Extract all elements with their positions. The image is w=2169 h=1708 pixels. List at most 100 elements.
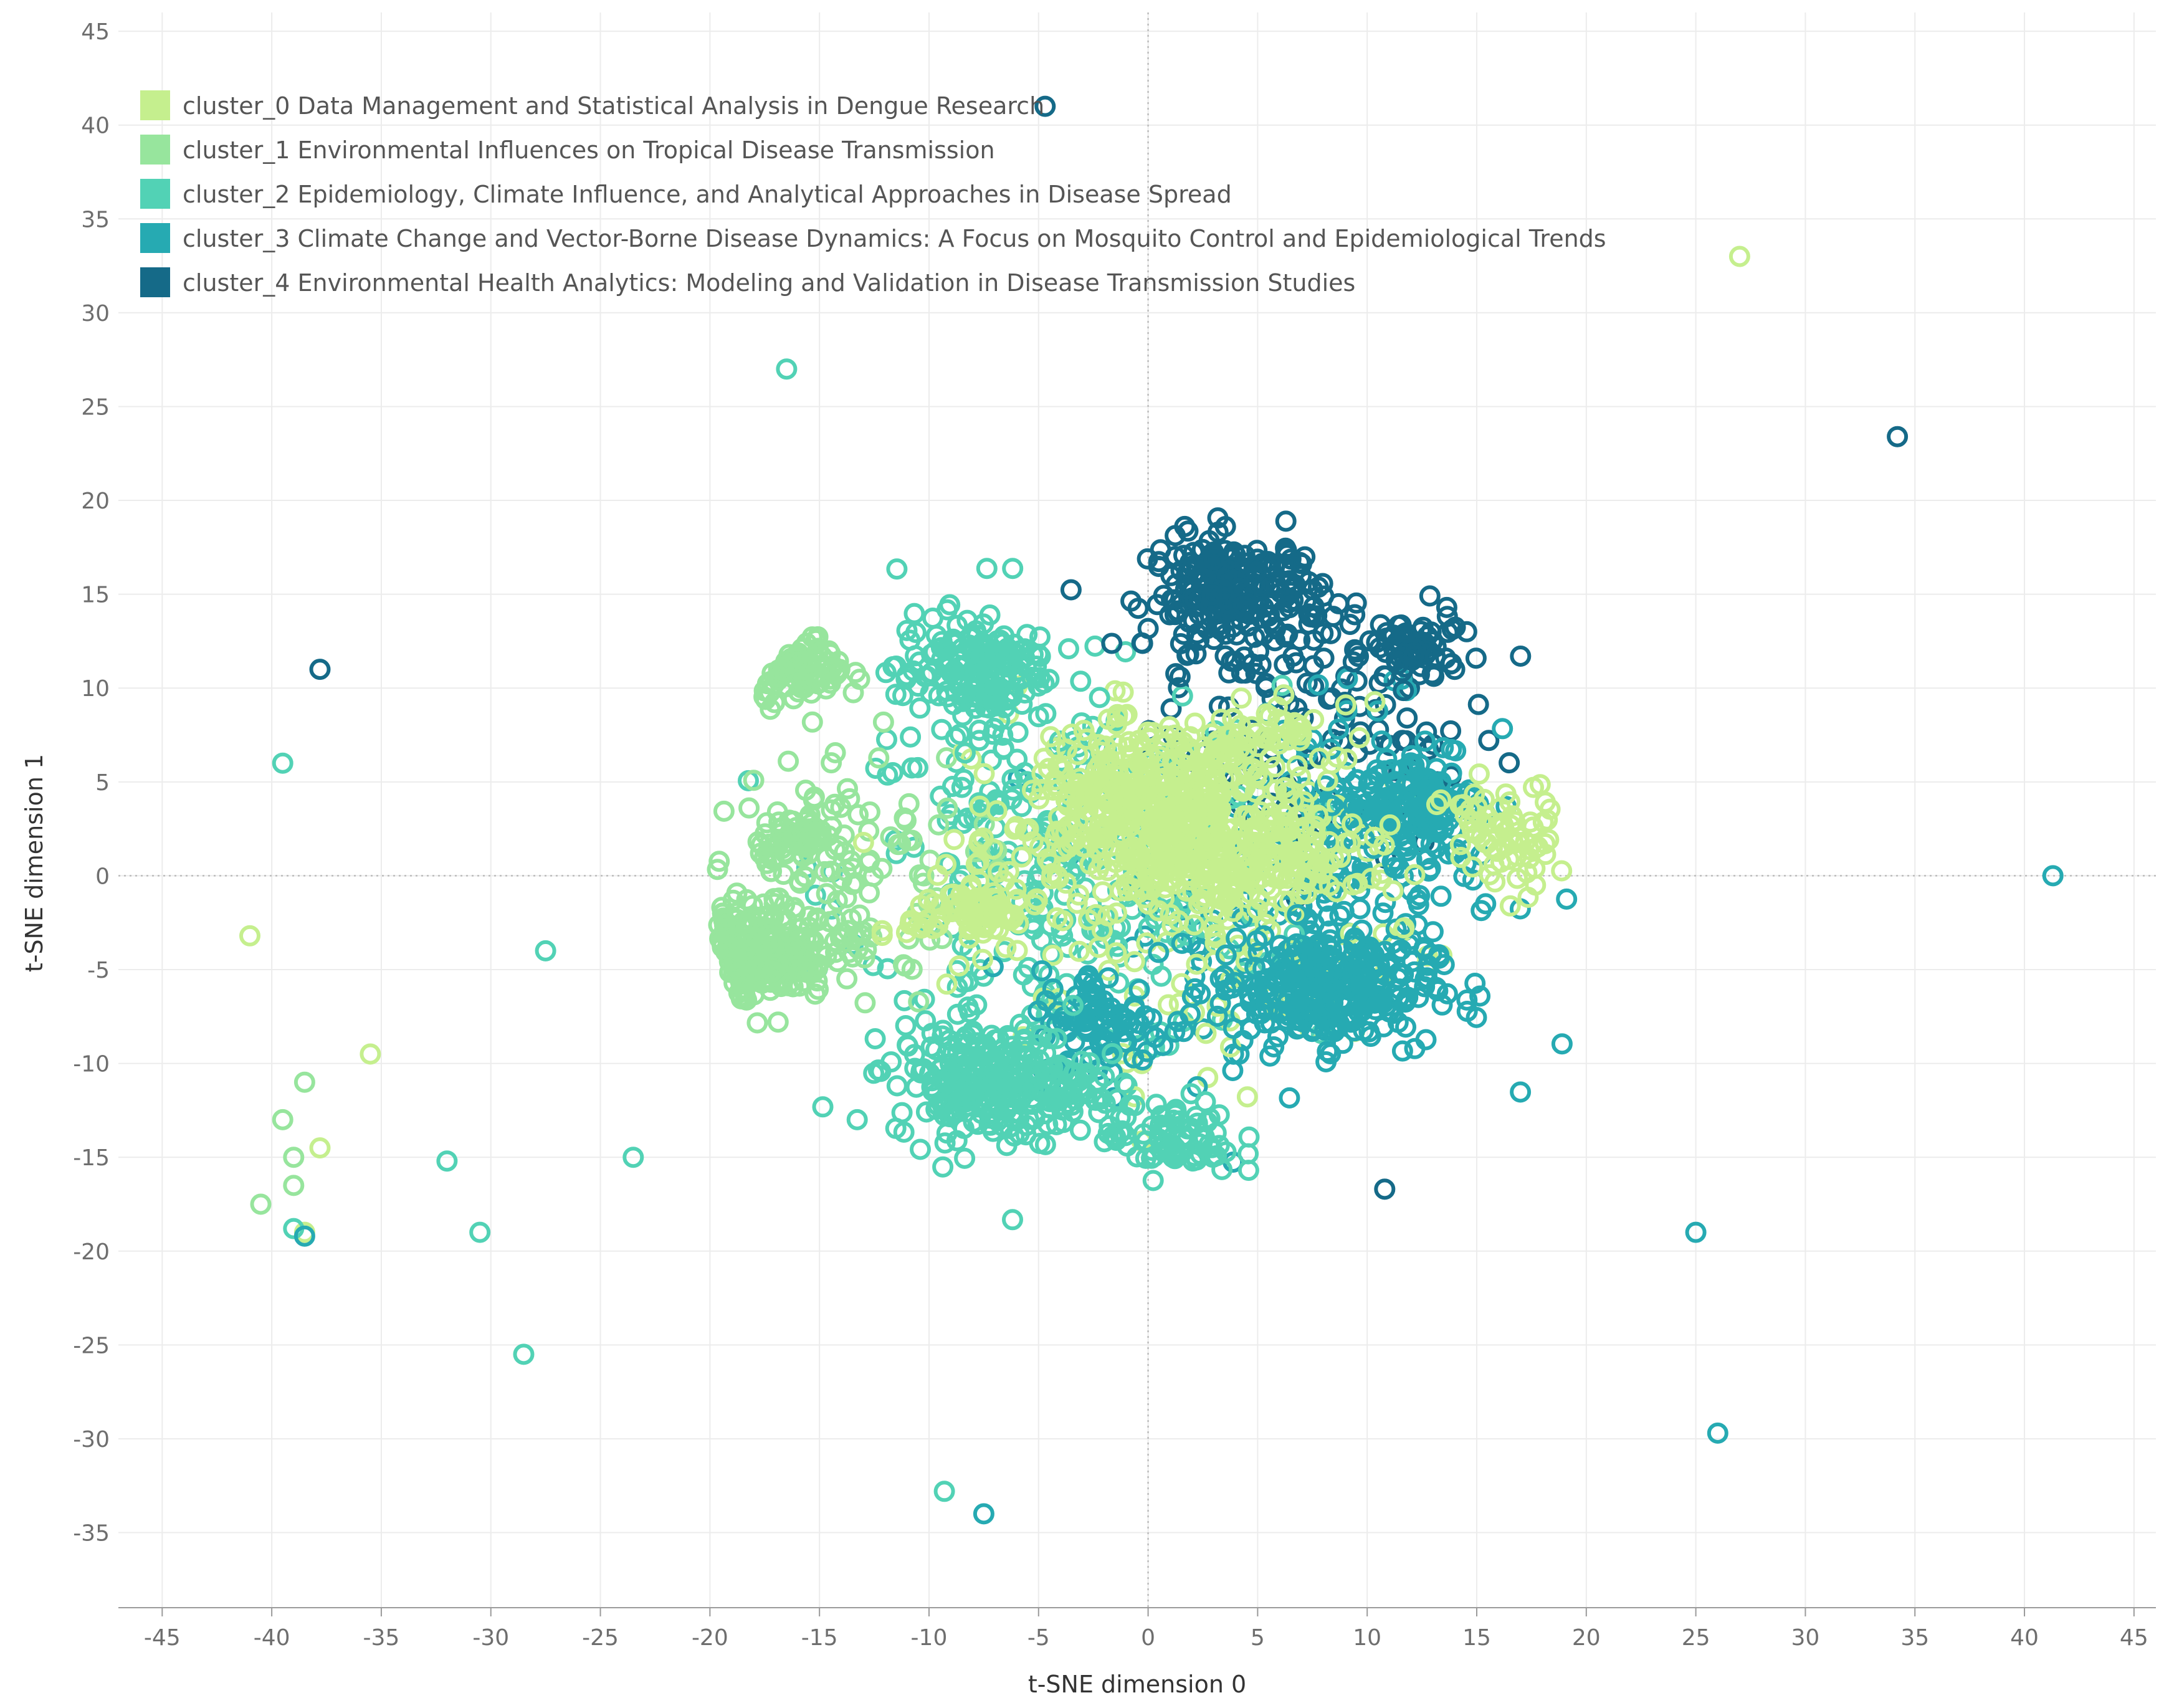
data-point-cluster-4 xyxy=(1245,662,1267,684)
data-point-cluster-3 xyxy=(1097,967,1119,989)
data-point-cluster-0 xyxy=(1076,809,1098,831)
data-point-cluster-0 xyxy=(1011,846,1032,868)
data-point-cluster-1 xyxy=(753,847,775,869)
data-point-cluster-2 xyxy=(863,1062,885,1084)
data-point-cluster-3 xyxy=(1399,760,1421,781)
data-point-cluster-0 xyxy=(1524,857,1546,879)
data-point-cluster-4 xyxy=(1241,653,1263,675)
data-point-cluster-2 xyxy=(934,1132,956,1154)
data-point-cluster-4 xyxy=(1303,655,1325,677)
data-point-cluster-4 xyxy=(1342,651,1364,673)
data-point-cluster-3 xyxy=(1267,1026,1289,1047)
data-point-cluster-3 xyxy=(1378,1001,1400,1023)
data-point-cluster-3 xyxy=(1027,1000,1049,1022)
data-point-cluster-4 xyxy=(1101,632,1123,654)
data-point-cluster-2 xyxy=(903,603,925,624)
data-point-cluster-0 xyxy=(1062,829,1084,851)
x-tick-label: 45 xyxy=(2120,1625,2148,1651)
data-point-cluster-0 xyxy=(1222,900,1244,922)
data-point-cluster-0 xyxy=(1078,909,1099,931)
data-point-cluster-0 xyxy=(1112,1042,1133,1064)
data-point-cluster-0 xyxy=(1484,871,1506,893)
data-point-cluster-3 xyxy=(1475,893,1497,915)
outlier-point-cluster-2 xyxy=(776,358,798,380)
data-point-cluster-3 xyxy=(1403,783,1425,804)
data-point-cluster-3 xyxy=(1328,718,1350,740)
data-point-cluster-2 xyxy=(943,661,965,682)
data-point-cluster-2 xyxy=(1009,1013,1031,1035)
data-point-cluster-2 xyxy=(921,644,942,665)
y-tick-label: 5 xyxy=(95,770,110,796)
data-point-cluster-1 xyxy=(791,821,813,843)
data-point-cluster-0 xyxy=(1373,834,1395,856)
data-point-cluster-3 xyxy=(1320,1043,1342,1065)
data-point-cluster-3 xyxy=(1209,993,1231,1014)
x-tick-label: -15 xyxy=(801,1625,838,1651)
data-point-cluster-0 xyxy=(972,827,994,849)
data-point-cluster-0 xyxy=(988,918,1009,940)
data-point-cluster-0 xyxy=(1204,932,1226,954)
data-point-cluster-4 xyxy=(1499,752,1520,774)
data-point-cluster-4 xyxy=(1275,537,1297,559)
data-point-cluster-0 xyxy=(1184,712,1206,734)
data-point-cluster-2 xyxy=(993,1056,1015,1077)
data-point-cluster-2 xyxy=(968,663,990,685)
data-point-cluster-3 xyxy=(1118,1013,1140,1034)
data-point-cluster-4 xyxy=(1436,596,1457,618)
data-point-cluster-3 xyxy=(1350,974,1372,996)
data-point-cluster-2 xyxy=(1150,965,1172,987)
data-point-cluster-3 xyxy=(1123,1047,1145,1069)
data-point-cluster-4 xyxy=(1375,666,1396,687)
data-point-cluster-0 xyxy=(1256,727,1278,748)
data-point-cluster-3 xyxy=(1327,956,1349,978)
data-point-cluster-2 xyxy=(1089,687,1110,708)
data-point-cluster-2 xyxy=(909,697,931,719)
data-point-cluster-0 xyxy=(948,955,970,977)
data-point-cluster-0 xyxy=(1461,819,1483,841)
data-point-cluster-0 xyxy=(1082,774,1104,796)
data-point-cluster-0 xyxy=(1309,872,1331,894)
data-point-cluster-0 xyxy=(1153,734,1175,756)
data-point-cluster-2 xyxy=(993,738,1014,760)
data-point-cluster-2 xyxy=(938,1029,960,1051)
data-point-cluster-0 xyxy=(1234,757,1256,779)
data-point-cluster-0 xyxy=(1335,832,1357,854)
data-point-cluster-0 xyxy=(1499,895,1521,917)
data-point-cluster-2 xyxy=(1180,1083,1202,1105)
data-point-cluster-3 xyxy=(1148,942,1170,963)
data-point-cluster-0 xyxy=(1360,867,1382,889)
outlier-point-cluster-0 xyxy=(309,1137,331,1159)
data-point-cluster-2 xyxy=(1008,1123,1030,1145)
data-point-cluster-2 xyxy=(951,776,973,798)
data-point-cluster-0 xyxy=(1379,814,1401,836)
data-point-cluster-1 xyxy=(778,809,800,831)
data-point-cluster-0 xyxy=(1204,923,1226,945)
data-point-cluster-1 xyxy=(736,912,758,934)
data-point-cluster-4 xyxy=(1284,574,1306,596)
data-point-cluster-2 xyxy=(992,632,1014,654)
data-point-cluster-4 xyxy=(1246,540,1268,561)
data-point-cluster-3 xyxy=(1209,968,1231,990)
y-tick-label: -25 xyxy=(73,1333,110,1358)
data-point-cluster-0 xyxy=(995,937,1017,958)
data-point-cluster-1 xyxy=(735,986,756,1008)
data-point-cluster-1 xyxy=(819,672,841,694)
data-point-cluster-2 xyxy=(1001,686,1023,708)
data-point-cluster-3 xyxy=(1312,977,1334,999)
data-point-cluster-2 xyxy=(1102,1042,1123,1064)
y-tick-label: -30 xyxy=(73,1427,110,1453)
data-point-cluster-3 xyxy=(1416,961,1438,983)
data-point-cluster-0 xyxy=(1213,741,1234,763)
data-point-cluster-0 xyxy=(1218,768,1239,790)
data-point-cluster-0 xyxy=(1294,816,1315,838)
y-tick-label: 0 xyxy=(95,864,110,889)
data-point-cluster-2 xyxy=(901,757,923,779)
data-point-cluster-2 xyxy=(1027,675,1049,697)
data-point-cluster-0 xyxy=(1046,907,1068,928)
data-point-cluster-2 xyxy=(988,1081,1010,1102)
data-point-cluster-4 xyxy=(1275,510,1297,532)
data-point-cluster-2 xyxy=(1070,670,1092,692)
legend: cluster_0 Data Management and Statistica… xyxy=(140,90,1606,297)
data-point-cluster-3 xyxy=(1164,1021,1186,1043)
data-point-cluster-4 xyxy=(1344,639,1366,661)
